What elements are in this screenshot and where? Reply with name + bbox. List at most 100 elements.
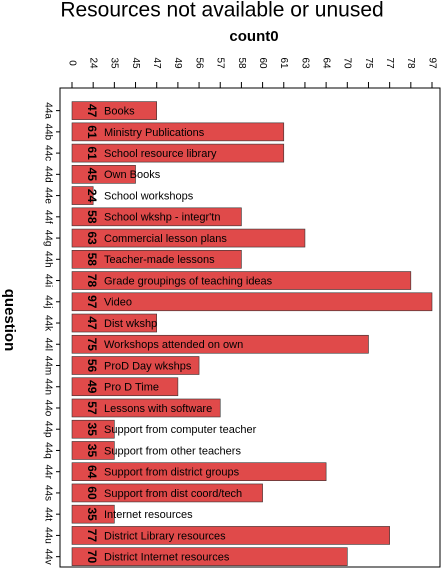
y-tick-label: 44j — [42, 295, 53, 308]
bar — [71, 398, 221, 418]
x-tick-label: 64 — [320, 57, 331, 69]
value-label: 45 — [85, 168, 99, 182]
bar-label: Grade groupings of teaching ideas — [104, 275, 273, 287]
bar-label: Video — [104, 297, 132, 309]
y-tick-label: 44t — [42, 507, 53, 521]
value-label: 75 — [85, 338, 99, 352]
value-label: 63 — [85, 231, 99, 245]
value-label: 64 — [85, 465, 99, 479]
value-label: 58 — [85, 253, 99, 267]
x-tick-label: 35 — [109, 57, 120, 69]
bar-label: District Internet resources — [104, 552, 230, 564]
y-tick-label: 44r — [42, 464, 53, 479]
y-tick-label: 44v — [42, 549, 53, 565]
y-tick-label: 44q — [42, 442, 53, 459]
y-tick-label: 44u — [42, 527, 53, 544]
y-axis-label: question — [1, 289, 18, 352]
bar-label: Ministry Publications — [104, 127, 205, 139]
bar-label: Own Books — [104, 169, 161, 181]
bar — [71, 462, 327, 482]
x-tick-label: 57 — [215, 57, 226, 69]
bar — [71, 419, 115, 439]
bar — [71, 441, 115, 460]
value-label: 49 — [85, 380, 99, 394]
y-tick-label: 44k — [42, 315, 53, 332]
y-tick-label: 44b — [42, 124, 53, 141]
bar-label: Support from computer teacher — [104, 424, 257, 436]
y-tick-label: 44p — [42, 421, 53, 438]
bar — [71, 313, 158, 333]
x-tick-label: 60 — [257, 57, 268, 69]
x-tick-label: 77 — [384, 57, 395, 69]
y-tick-label: 44o — [42, 400, 53, 417]
bar — [71, 122, 285, 142]
y-tick-label: 44g — [42, 230, 53, 247]
bar — [71, 165, 136, 184]
y-tick-label: 44h — [42, 251, 53, 268]
value-label: 77 — [85, 529, 99, 543]
x-tick-label: 56 — [193, 57, 204, 69]
bar-label: Teacher-made lessons — [104, 254, 215, 266]
x-tick-label: 97 — [426, 57, 437, 69]
bar-label: Pro D Time — [104, 382, 159, 394]
bar-label: Support from dist coord/tech — [104, 488, 242, 500]
bar — [71, 547, 348, 566]
value-label: 57 — [85, 401, 99, 415]
x-tick-label: 75 — [363, 57, 374, 69]
bar-label: ProD Day wkshps — [104, 360, 192, 372]
y-tick-label: 44d — [42, 166, 53, 183]
y-tick-label: 44m — [42, 356, 53, 375]
bar-label: School workshops — [104, 190, 194, 202]
value-label: 78 — [85, 274, 99, 288]
bar — [71, 356, 200, 375]
bar — [71, 334, 369, 354]
value-label: 35 — [85, 423, 99, 437]
bar — [71, 526, 390, 545]
bar — [71, 250, 242, 269]
x-tick-label: 70 — [342, 57, 353, 69]
value-label: 60 — [85, 486, 99, 500]
bar-label: Books — [104, 106, 135, 118]
bar-label: Internet resources — [104, 509, 193, 521]
bar — [71, 504, 115, 524]
x-tick-label: 0 — [66, 60, 77, 66]
y-tick-label: 44n — [42, 378, 53, 395]
value-label: 70 — [85, 550, 99, 564]
bar-label: District Library resources — [104, 530, 226, 542]
value-label: 47 — [85, 104, 99, 118]
y-tick-label: 44f — [42, 210, 53, 224]
bar-label: Dist wkshp — [104, 318, 157, 330]
y-tick-label: 44c — [42, 145, 53, 161]
plot-frame — [59, 87, 441, 568]
value-label: 24 — [85, 189, 99, 203]
x-tick-label: 45 — [130, 57, 141, 69]
x-axis-label: count0 — [229, 28, 278, 45]
value-label: 97 — [85, 295, 99, 309]
value-label: 58 — [85, 210, 99, 224]
chart-title: Resources not available or unused — [60, 0, 383, 22]
bar-label: Support from other teachers — [104, 445, 241, 457]
bar-label: Lessons with software — [104, 403, 212, 415]
bar-label: School resource library — [104, 148, 217, 160]
bar — [71, 207, 242, 227]
bar — [71, 228, 306, 248]
bar — [71, 483, 263, 503]
x-tick-label: 47 — [151, 57, 162, 69]
x-tick-label: 49 — [172, 57, 183, 69]
value-label: 35 — [85, 444, 99, 458]
x-tick-label: 63 — [299, 57, 310, 69]
x-tick-label: 61 — [278, 57, 289, 69]
y-tick-label: 44a — [42, 102, 53, 119]
bar-label: Commercial lesson plans — [104, 233, 227, 245]
x-tick-label: 58 — [236, 57, 247, 69]
bar — [71, 101, 158, 120]
bar-label: Workshops attended on own — [104, 339, 243, 351]
x-tick-label: 24 — [88, 57, 99, 69]
bar-label: School wkshp - integr'tn — [104, 212, 220, 224]
bar — [71, 292, 433, 312]
y-tick-label: 44s — [42, 485, 53, 501]
y-tick-label: 44e — [42, 187, 53, 204]
bar-label: Support from district groups — [104, 467, 240, 479]
x-tick-label: 78 — [405, 57, 416, 69]
